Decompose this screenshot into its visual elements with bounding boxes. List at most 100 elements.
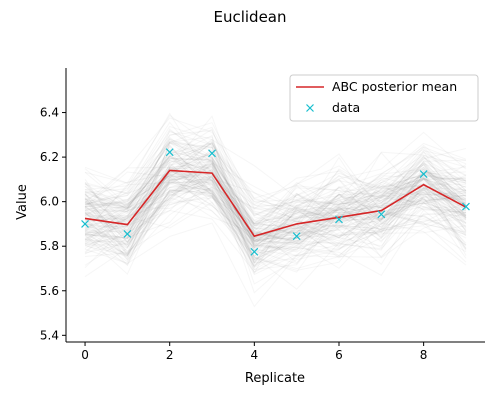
posterior-mean-line (84, 169, 467, 238)
posterior-sample-line (84, 160, 467, 268)
posterior-sample-line (84, 179, 467, 269)
posterior-sample-line (84, 159, 467, 241)
posterior-sample-line (84, 129, 467, 240)
posterior-sample-line (84, 173, 467, 275)
legend-data-swatch (306, 104, 314, 112)
posterior-sample-line (84, 126, 467, 209)
legend: ABC posterior mean data (289, 74, 479, 122)
posterior-sample-line (84, 174, 467, 261)
posterior-sample-line (84, 146, 467, 222)
data-point (335, 215, 343, 224)
data-point (250, 247, 259, 256)
posterior-sample-line (84, 162, 467, 264)
posterior-sample-line (84, 154, 467, 224)
posterior-sample-line (84, 179, 467, 269)
data-point (377, 210, 386, 219)
posterior-sample-line (84, 167, 467, 250)
data-point (81, 220, 89, 228)
x-tick-label: 0 (81, 348, 89, 362)
x-axis-label: Replicate (245, 371, 305, 386)
posterior-sample-line (84, 134, 467, 275)
posterior-sample-line (84, 184, 467, 236)
posterior-sample-line (84, 128, 467, 210)
posterior-sample-line (84, 221, 467, 308)
posterior-sample-line (84, 144, 467, 215)
data-point (462, 202, 470, 211)
posterior-sample-line (84, 117, 467, 223)
posterior-sample-line (84, 172, 467, 276)
chart-title: Euclidean (213, 8, 286, 26)
posterior-sample-line (84, 139, 467, 226)
posterior-sample-line (84, 138, 467, 248)
data-point (123, 230, 132, 238)
posterior-sample-line (84, 150, 467, 237)
x-tick-label: 4 (251, 348, 259, 362)
x-tick-label: 2 (166, 348, 174, 362)
posterior-sample-line (84, 171, 467, 237)
posterior-sample-line (84, 177, 467, 243)
posterior-sample-line (84, 155, 467, 242)
axes: 0 2 4 6 8 5.4 5.6 5.8 6.0 6.2 6.4 (40, 68, 485, 362)
posterior-sample-line (84, 176, 467, 259)
posterior-sample-line (84, 174, 467, 271)
posterior-sample-line (84, 155, 467, 221)
posterior-sample-line (84, 150, 467, 227)
posterior-sample-line (84, 158, 467, 285)
posterior-sample-line (84, 151, 467, 239)
y-tick-label: 5.6 (40, 284, 59, 298)
posterior-sample-line (84, 136, 467, 215)
y-tick-label: 6.2 (40, 150, 59, 164)
y-tick-label: 5.8 (40, 239, 59, 253)
posterior-sample-line (84, 146, 467, 219)
posterior-sample-line (84, 141, 467, 261)
posterior-sample-line (84, 166, 467, 239)
data-point (419, 170, 428, 178)
posterior-sample-line (84, 175, 467, 250)
data-point (208, 149, 216, 158)
posterior-sample-line (84, 112, 467, 234)
y-tick-label: 6.4 (40, 106, 59, 120)
posterior-sample-line (84, 156, 467, 248)
posterior-sample-line (84, 170, 467, 253)
posterior-sample-line (84, 142, 467, 227)
posterior-sample-line (84, 138, 467, 248)
posterior-sample-line (84, 114, 467, 210)
x-tick-label: 6 (335, 348, 343, 362)
posterior-sample-line (84, 141, 467, 233)
posterior-sample-line (84, 170, 467, 264)
posterior-sample-line (84, 162, 467, 257)
posterior-sample-line (84, 181, 467, 257)
posterior-sample-line (84, 178, 467, 267)
posterior-sample-line (84, 155, 467, 240)
posterior-sample-line (84, 161, 467, 246)
posterior-sample-line (84, 162, 467, 266)
posterior-sample-line (84, 142, 467, 248)
posterior-sample-line (84, 186, 467, 261)
posterior-sample-line (84, 140, 467, 223)
legend-box (289, 74, 479, 122)
posterior-sample-line (84, 178, 467, 244)
posterior-sample-line (84, 153, 467, 243)
posterior-sample-line (84, 155, 467, 239)
posterior-sample-line (84, 209, 467, 276)
posterior-sample-line (84, 158, 467, 253)
posterior-sample-line (84, 183, 467, 257)
posterior-sample-line (84, 136, 467, 264)
posterior-sample-line (84, 128, 467, 243)
posterior-sample-line (84, 131, 467, 206)
posterior-sample-line (84, 195, 467, 274)
posterior-sample-line (84, 163, 467, 245)
posterior-sample-lines (84, 112, 467, 308)
posterior-sample-line (84, 178, 467, 248)
posterior-sample-line (84, 169, 467, 262)
posterior-sample-line (84, 193, 467, 254)
posterior-sample-line (84, 142, 467, 230)
posterior-sample-line (84, 181, 467, 268)
posterior-sample-line (84, 165, 467, 270)
posterior-sample-line (84, 160, 467, 257)
posterior-sample-line (84, 138, 467, 228)
posterior-sample-line (84, 165, 467, 266)
posterior-sample-line (84, 140, 467, 225)
y-tick-label: 5.4 (40, 328, 59, 342)
